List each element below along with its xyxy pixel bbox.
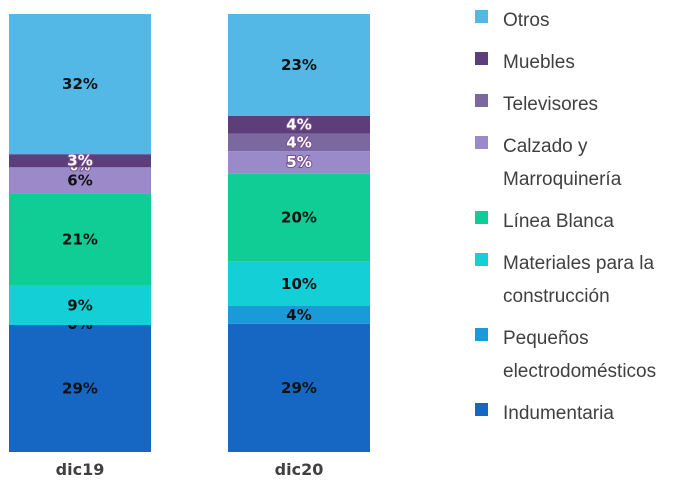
legend-swatch: [475, 211, 488, 224]
bar-segment-televisores-dic20: [228, 133, 370, 152]
data-label-otros-dic19: 32%: [62, 75, 98, 93]
bar-segment-materiales-para-la-construccion-dic19: [9, 285, 151, 325]
data-label-pequenos-electrodomesticos-dic20: 4%: [286, 306, 311, 324]
legend-swatch: [475, 10, 488, 23]
legend-swatch: [475, 403, 488, 416]
data-label-calzado-y-marroquineria-dic19: 6%: [67, 171, 92, 189]
legend-item-pequenos: Pequeños electrodomésticos: [475, 322, 678, 388]
bar-segment-calzado-y-marroquineria-dic19: [9, 167, 151, 194]
legend-label: Otros: [503, 10, 550, 31]
data-label-televisores-dic20: 4%: [286, 133, 311, 151]
legend-item-indumentaria: Indumentaria: [475, 397, 678, 430]
bar-segment-otros-dic20: [228, 14, 370, 116]
bar-segment-indumentaria-dic19: [9, 324, 151, 452]
data-label-indumentaria-dic19: 29%: [62, 379, 98, 397]
legend-swatch: [475, 52, 488, 65]
legend-item-calzado: Calzado y Marroquinería: [475, 130, 678, 196]
legend-item-muebles: Muebles: [475, 46, 678, 79]
data-label-materiales-para-la-construccion-dic20: 10%: [281, 275, 317, 293]
category-label-dic20: dic20: [275, 460, 324, 479]
legend-swatch: [475, 253, 488, 266]
legend-swatch: [475, 136, 488, 149]
bar-segment-otros-dic19: [9, 14, 151, 155]
bar-segment-linea-blanca-dic19: [9, 193, 151, 286]
bar-segment-pequenos-electrodomesticos-dic20: [228, 306, 370, 324]
category-label-dic19: dic19: [56, 460, 105, 479]
bar-segment-materiales-para-la-construccion-dic20: [228, 261, 370, 306]
legend-label: Muebles: [503, 52, 575, 73]
data-label-linea-blanca-dic20: 20%: [281, 209, 317, 227]
legend-label: Indumentaria: [503, 403, 614, 424]
data-label-calzado-y-marroquineria-dic20: 5%: [286, 153, 311, 171]
data-label-otros-dic20: 23%: [281, 56, 317, 74]
bar-segment-muebles-dic19: [9, 154, 151, 168]
data-label-materiales-para-la-construccion-dic19: 9%: [67, 296, 92, 314]
bar-segment-calzado-y-marroquineria-dic20: [228, 151, 370, 174]
data-label-indumentaria-dic20: 29%: [281, 379, 317, 397]
legend-item-materiales: Materiales para la construcción: [475, 247, 678, 313]
bar-segment-linea-blanca-dic20: [228, 173, 370, 262]
data-label-muebles-dic20: 4%: [286, 116, 311, 134]
legend-item-linea-blanca: Línea Blanca: [475, 205, 678, 238]
legend-swatch: [475, 94, 488, 107]
legend-item-televisores: Televisores: [475, 88, 678, 121]
legend-label: Pequeños electrodomésticos: [503, 328, 657, 382]
legend: Otros Muebles Televisores Calzado y Marr…: [475, 4, 678, 439]
bar-segment-muebles-dic20: [228, 115, 370, 134]
data-label-linea-blanca-dic19: 21%: [62, 231, 98, 249]
data-label-muebles-dic19: 3%: [67, 152, 92, 170]
legend-label: Materiales para la construcción: [503, 253, 655, 307]
legend-label: Línea Blanca: [503, 211, 614, 232]
stacked-bar-chart: 29%0%9%21%6%0%3%32%dic1929%4%10%20%5%4%4…: [9, 14, 370, 479]
legend-label: Calzado y Marroquinería: [503, 136, 622, 190]
legend-swatch: [475, 328, 488, 341]
bar-segment-indumentaria-dic20: [228, 323, 370, 452]
legend-item-otros: Otros: [475, 4, 678, 37]
legend-label: Televisores: [503, 94, 599, 115]
